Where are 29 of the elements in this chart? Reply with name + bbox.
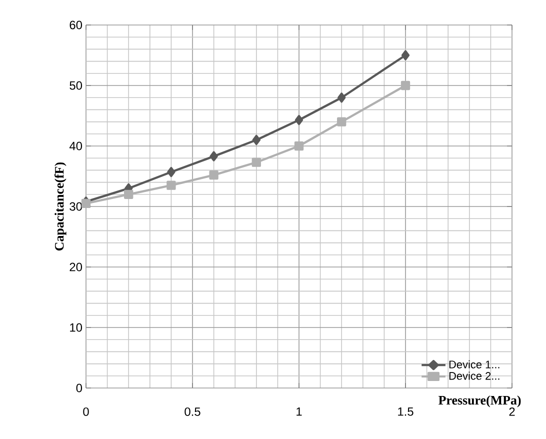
y-tick-label: 0 bbox=[76, 384, 82, 392]
point bbox=[294, 114, 304, 126]
point bbox=[166, 180, 176, 190]
y-tick-label: 40 bbox=[69, 142, 82, 150]
x-tick-label: 1.5 bbox=[398, 407, 414, 416]
y-tick-label: 30 bbox=[70, 202, 82, 211]
x-tick-label: 2 bbox=[509, 407, 515, 416]
x-tick-label: 1 bbox=[296, 407, 302, 416]
legend-label: Device 1... bbox=[449, 360, 500, 368]
point bbox=[167, 166, 176, 178]
point bbox=[294, 141, 304, 151]
point bbox=[252, 158, 261, 167]
point bbox=[209, 170, 218, 180]
point bbox=[252, 134, 260, 146]
point bbox=[400, 80, 410, 90]
point bbox=[338, 92, 346, 103]
point bbox=[124, 190, 134, 199]
y-axis-title: Capacitance(fF) bbox=[54, 162, 66, 250]
legend-label: Device 2... bbox=[449, 372, 500, 380]
point bbox=[337, 117, 346, 126]
y-tick-label: 10 bbox=[70, 323, 82, 332]
y-tick-label: 20 bbox=[70, 262, 82, 272]
x-tick-label: 0.5 bbox=[184, 407, 200, 416]
x-axis-title: Pressure(MPa) bbox=[438, 396, 521, 408]
y-tick-label: 60 bbox=[70, 20, 82, 30]
y-tick-label: 50 bbox=[70, 81, 82, 90]
x-tick-label: 0 bbox=[83, 407, 89, 416]
point bbox=[401, 50, 410, 60]
point bbox=[210, 151, 218, 162]
